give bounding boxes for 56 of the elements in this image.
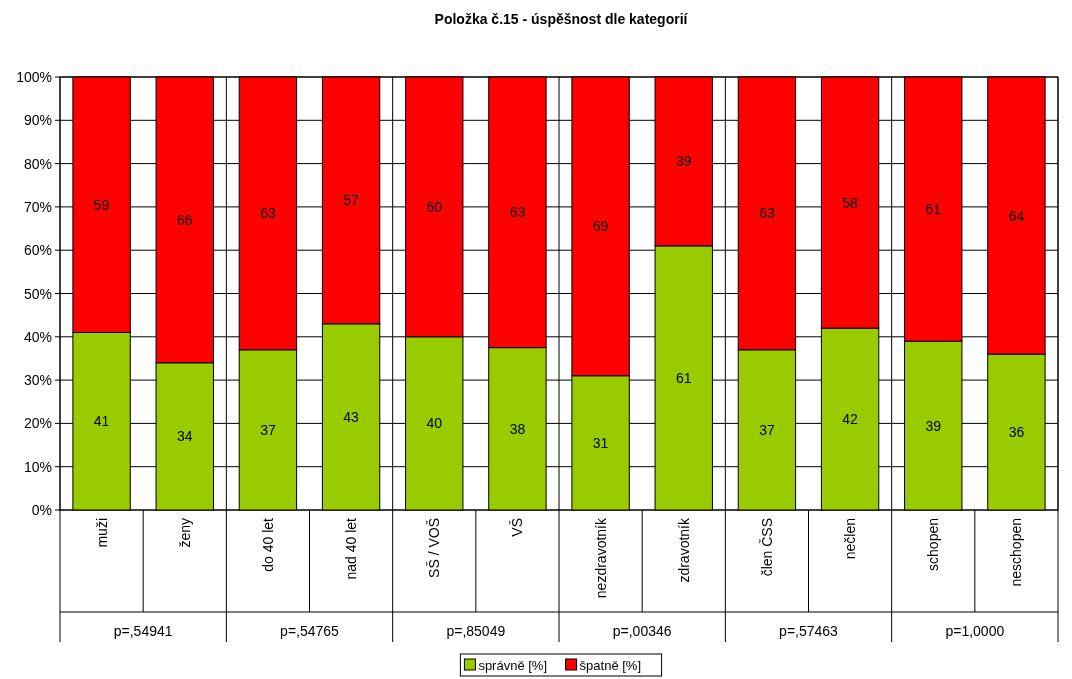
data-label: 57: [343, 192, 360, 209]
data-label: 37: [260, 421, 276, 438]
x-tick-label: nezdravotník: [592, 517, 609, 599]
y-tick-label: 80%: [23, 155, 52, 172]
data-label: 39: [925, 417, 942, 434]
x-tick-label: nečlen: [842, 518, 859, 560]
text: p=,00346: [612, 623, 672, 639]
y-tick-label: 30%: [23, 372, 52, 389]
text: p=,54941: [113, 623, 173, 639]
y-tick-label: 40%: [23, 328, 52, 345]
data-label: 37: [759, 421, 775, 438]
data-label: 60: [426, 198, 443, 215]
y-tick-label: 50%: [23, 285, 52, 302]
data-label: 69: [592, 218, 609, 235]
text: p=,54765: [280, 623, 340, 639]
y-tick-label: 20%: [23, 415, 52, 432]
data-label: 36: [1008, 424, 1025, 441]
text: p=,85049: [446, 623, 506, 639]
data-label: 58: [842, 194, 859, 211]
data-label: 63: [759, 205, 775, 222]
x-tick-label: schopen: [925, 518, 942, 571]
data-label: 63: [260, 205, 276, 222]
data-label: 43: [343, 408, 360, 425]
data-label: 59: [93, 196, 110, 213]
y-tick-label: 70%: [23, 198, 52, 215]
data-label: 61: [925, 201, 942, 218]
data-label: 31: [592, 434, 609, 451]
legend-label: správně [%]: [478, 658, 548, 673]
data-label: 66: [176, 211, 193, 228]
data-label: 64: [1008, 207, 1025, 224]
data-label: 40: [426, 415, 443, 432]
y-tick-label: 0%: [31, 502, 52, 518]
y-tick-label: 10%: [23, 458, 52, 475]
data-label: 41: [93, 413, 110, 430]
x-tick-label: ženy: [176, 518, 193, 548]
legend-label: špatně [%]: [579, 658, 642, 673]
data-label: 63: [509, 204, 526, 221]
x-tick-label: muži: [93, 518, 110, 548]
x-tick-label: člen ČSS: [758, 518, 775, 577]
x-tick-label: nad 40 let: [343, 517, 360, 580]
x-tick-label: SŠ / VOŠ: [426, 518, 443, 578]
x-tick-label: do 40 let: [259, 517, 276, 572]
y-tick-label: 90%: [23, 112, 52, 129]
x-tick-label: VŠ: [509, 518, 526, 537]
y-tick-label: 100%: [16, 69, 52, 85]
data-label: 38: [509, 420, 526, 437]
data-label: 61: [675, 369, 692, 386]
y-tick-label: 60%: [23, 242, 52, 259]
data-label: 34: [176, 428, 193, 445]
x-tick-label: neschopen: [1008, 518, 1025, 587]
data-label: 39: [675, 153, 692, 170]
text: p=,57463: [779, 623, 839, 639]
chart-title: Položka č.15 - úspěšnost dle kategorií: [434, 11, 689, 27]
text: p=1,0000: [945, 623, 1005, 639]
data-label: 42: [842, 411, 859, 428]
x-tick-label: zdravotník: [675, 517, 692, 583]
